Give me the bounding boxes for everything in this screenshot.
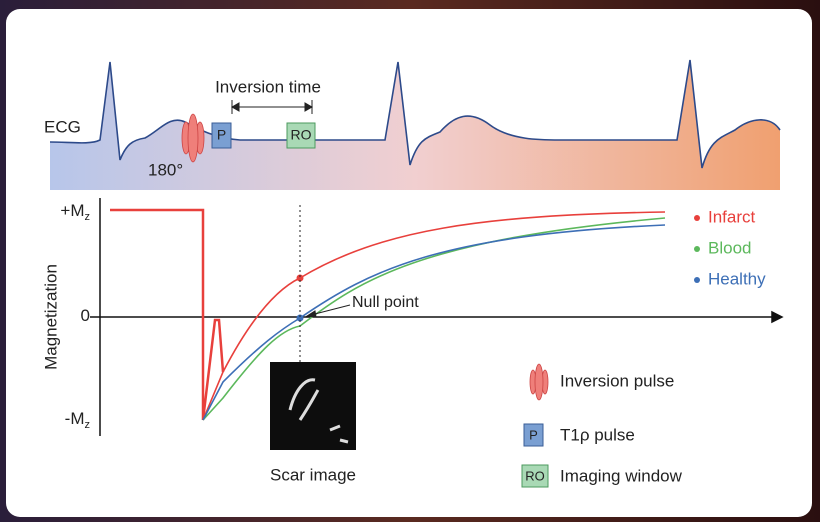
y-tick-main: +M <box>60 201 84 220</box>
legend-label: Healthy <box>708 269 766 288</box>
legend-label: Blood <box>708 238 751 257</box>
legend-symbol: P <box>529 427 538 442</box>
legend-dot <box>694 246 700 252</box>
legend-label: Inversion pulse <box>560 371 674 390</box>
p-box-label: P <box>217 127 226 143</box>
y-tick-sub: z <box>85 211 91 223</box>
diagram: ECG 180° P RO Inversion time Magnetizati… <box>0 0 820 522</box>
scar-image <box>270 362 356 450</box>
y-tick-main: 0 <box>81 306 90 325</box>
y-tick-sub: z <box>85 419 91 431</box>
y-label: Magnetization <box>41 264 60 370</box>
pulse-angle: 180° <box>148 160 183 179</box>
scar-label: Scar image <box>270 465 356 484</box>
ro-box-label: RO <box>291 127 312 143</box>
y-tick-label: 0 <box>81 306 90 325</box>
legend-dot <box>694 277 700 283</box>
y-tick-main: -M <box>65 409 85 428</box>
legend-label: Imaging window <box>560 466 683 485</box>
legend-dot <box>694 215 700 221</box>
interval-label: Inversion time <box>215 77 321 96</box>
legend-label: Infarct <box>708 207 756 226</box>
legend-symbol: RO <box>525 468 545 483</box>
ecg-label: ECG <box>44 117 81 136</box>
legend-label: T1ρ pulse <box>560 425 635 444</box>
null-point-label: Null point <box>352 294 419 311</box>
